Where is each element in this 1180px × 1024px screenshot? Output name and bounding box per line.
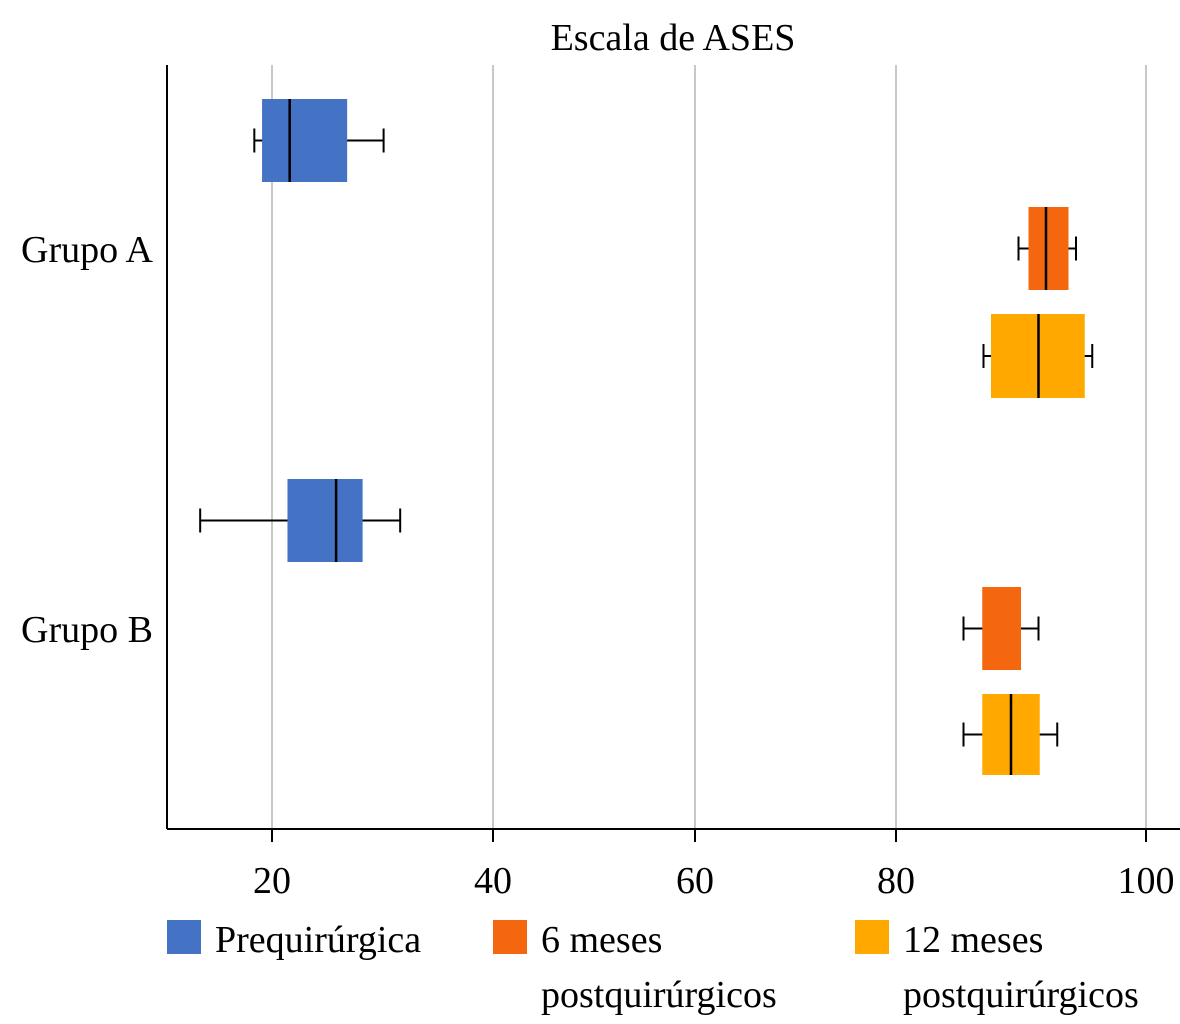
legend-swatch bbox=[493, 920, 527, 954]
legend-label: Prequirúrgica bbox=[215, 919, 421, 961]
box-0-0 bbox=[253, 99, 385, 182]
legend-label: postquirúrgicos bbox=[541, 974, 777, 1016]
x-tick-label-80: 80 bbox=[877, 860, 915, 902]
chart-title: Escala de ASES bbox=[551, 17, 796, 59]
legend-item-0: Prequirúrgica bbox=[167, 919, 421, 961]
category-label-grupo-a: Grupo A bbox=[21, 229, 154, 271]
legend-label: 6 meses bbox=[541, 919, 662, 961]
box-1-1 bbox=[962, 587, 1040, 670]
box-iqr bbox=[982, 587, 1021, 670]
legend-swatch bbox=[167, 920, 201, 954]
category-label-grupo-b: Grupo B bbox=[21, 609, 153, 651]
box-0-2 bbox=[982, 314, 1094, 398]
x-tick-label-60: 60 bbox=[676, 860, 714, 902]
x-tick-label-100: 100 bbox=[1118, 860, 1175, 902]
legend-swatch bbox=[855, 920, 889, 954]
x-tick-label-40: 40 bbox=[474, 860, 512, 902]
box-iqr bbox=[287, 479, 363, 562]
box-iqr bbox=[262, 99, 348, 182]
box-iqr bbox=[1028, 207, 1069, 290]
box-0-1 bbox=[1017, 207, 1077, 290]
legend-item-2: 12 meses postquirúrgicos bbox=[855, 919, 1139, 1016]
legend-label: 12 meses bbox=[903, 919, 1043, 961]
x-tick-label-20: 20 bbox=[253, 860, 291, 902]
legend-label: postquirúrgicos bbox=[903, 974, 1139, 1016]
box-1-2 bbox=[962, 694, 1059, 775]
legend-item-1: 6 meses postquirúrgicos bbox=[493, 919, 777, 1016]
box-1-0 bbox=[199, 479, 402, 562]
